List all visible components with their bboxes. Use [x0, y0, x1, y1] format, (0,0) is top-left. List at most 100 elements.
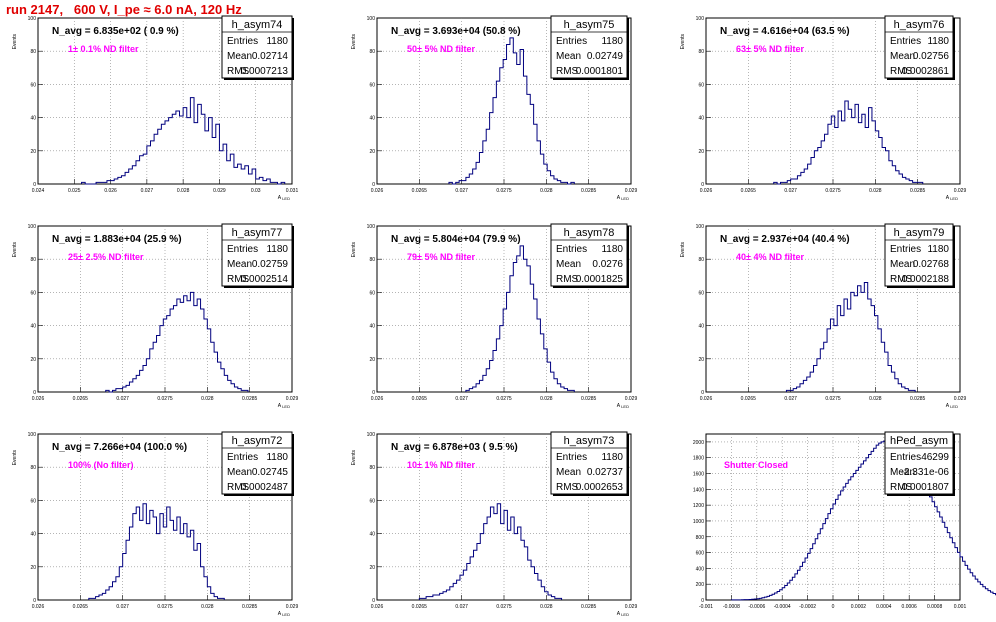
x-tick-label: 0.027: [116, 396, 129, 402]
y-tick-label: 0: [33, 390, 36, 396]
stats-value: 0.02745: [252, 467, 289, 478]
x-axis-label: A LED: [946, 195, 958, 201]
stats-value: 46299: [921, 452, 949, 463]
stats-label: Entries: [890, 36, 921, 47]
x-tick-label: 0.0275: [825, 396, 841, 402]
y-tick-label: 80: [30, 465, 36, 471]
stats-value: 0.0276: [592, 259, 623, 270]
stats-box: [221, 223, 293, 287]
x-tick-label: -0.0002: [799, 604, 816, 610]
stats-value: 0.02749: [587, 51, 624, 62]
histogram-panel-hPed_asym: 0 200 400 600 800 1000 1200 1400 1600 1800 2000 -0.…: [693, 431, 996, 610]
x-tick-label: 0.028: [201, 604, 214, 610]
x-tick-label: 0.03: [251, 188, 261, 194]
panel-headline: N_avg = 2.937e+04 (40.4 %): [720, 234, 850, 245]
stats-box: [884, 15, 954, 79]
stats-value: 1180: [601, 244, 623, 255]
x-tick-label: 0.0265: [412, 396, 428, 402]
stats-value: 1180: [927, 244, 949, 255]
stats-label: Entries: [890, 452, 921, 463]
x-tick-label: 0.0275: [157, 604, 173, 610]
stats-value: 0.0002514: [241, 274, 289, 285]
y-tick-label: 40: [369, 532, 375, 538]
x-axis-label: A LED: [278, 195, 290, 201]
histogram-line: [418, 503, 563, 600]
x-tick-label: 0.027: [141, 188, 154, 194]
x-tick-label: 0.026: [700, 396, 713, 402]
stats-label: Entries: [556, 36, 587, 47]
x-tick-label: -0.001: [699, 604, 713, 610]
plot-frame: [37, 17, 293, 185]
stats-title: hPed_asym: [890, 435, 948, 447]
y-tick-label: 0: [701, 182, 704, 188]
x-tick-label: 0.0285: [910, 396, 926, 402]
x-tick-label: 0.026: [32, 604, 45, 610]
stats-label: RMS: [556, 66, 579, 77]
histogram-line: [730, 440, 996, 601]
panel-headline: N_avg = 6.878e+03 ( 9.5 %): [391, 442, 518, 453]
y-tick-label: 60: [698, 82, 704, 88]
stats-value: 1180: [266, 244, 288, 255]
histogram-panel-h_asym76: 0 20 40 60 80 100 0.026 0.0265 0.027 0.0275 0.028 0…: [680, 15, 966, 201]
histogram-panel-h_asym72: 0 20 40 60 80 100 0.026 0.0265 0.027 0.0275 0.028 0…: [12, 431, 298, 617]
stats-title: h_asym74: [232, 19, 283, 31]
y-tick-label: 0: [701, 598, 704, 604]
y-tick-label: 60: [30, 290, 36, 296]
x-tick-label: 0.026: [371, 396, 384, 402]
y-tick-label: 400: [696, 566, 705, 572]
stats-label: Mean: [227, 259, 252, 270]
stats-label: RMS: [227, 482, 250, 493]
x-tick-label: 0.0285: [242, 396, 258, 402]
y-tick-label: 80: [369, 257, 375, 263]
x-tick-label: 0.001: [954, 604, 967, 610]
stats-value: 0.0002653: [576, 482, 624, 493]
x-tick-label: 0.0275: [157, 396, 173, 402]
stats-label: Mean: [890, 259, 915, 270]
y-tick-label: 1400: [693, 487, 704, 493]
y-tick-label: 80: [698, 49, 704, 55]
panel-headline: N_avg = 6.835e+02 ( 0.9 %): [52, 26, 179, 37]
y-tick-label: 0: [33, 598, 36, 604]
y-tick-label: 40: [698, 116, 704, 122]
y-axis-label: Events: [351, 34, 357, 50]
histogram-panel-h_asym74: 0 20 40 60 80 100 0.024 0.025 0.026 0.027 0.028 0.0…: [12, 15, 299, 201]
stats-value: 0.0001801: [576, 66, 624, 77]
y-tick-label: 20: [369, 149, 375, 155]
y-tick-label: 100: [367, 224, 376, 230]
histogram-line: [81, 97, 286, 185]
stats-value: 0.0007213: [241, 66, 289, 77]
y-tick-label: 80: [30, 257, 36, 263]
y-tick-label: 0: [372, 182, 375, 188]
y-axis-label: Events: [680, 242, 686, 258]
panel-annotation: Shutter Closed: [724, 460, 788, 470]
panel-annotation: 63± 5% ND filter: [736, 44, 804, 54]
stats-box: [221, 431, 293, 495]
stats-label: Mean: [890, 467, 915, 478]
x-tick-label: 0.031: [286, 188, 299, 194]
stats-label: RMS: [890, 482, 913, 493]
stats-label: Entries: [227, 452, 258, 463]
stats-title: h_asym77: [232, 227, 283, 239]
panel-headline: N_avg = 5.804e+04 (79.9 %): [391, 234, 521, 245]
stats-title: h_asym79: [894, 227, 945, 239]
stats-value: 0.02737: [587, 467, 624, 478]
y-tick-label: 200: [696, 582, 705, 588]
histogram-panel-h_asym75: 0 20 40 60 80 100 0.026 0.0265 0.027 0.0275 0.028 0…: [351, 15, 637, 201]
y-tick-label: 60: [369, 290, 375, 296]
y-tick-label: 40: [30, 532, 36, 538]
stats-value: 0.02759: [252, 259, 289, 270]
x-tick-label: 0.027: [455, 188, 468, 194]
y-tick-label: 20: [698, 357, 704, 363]
histogram-line: [448, 37, 575, 185]
x-tick-label: 0.0285: [581, 396, 597, 402]
y-tick-label: 1600: [693, 472, 704, 478]
x-tick-label: 0.027: [784, 396, 797, 402]
x-tick-label: 0.027: [455, 396, 468, 402]
stats-value: 0.02768: [913, 259, 950, 270]
stats-title: h_asym75: [564, 19, 615, 31]
stats-title: h_asym76: [894, 19, 945, 31]
x-tick-label: 0.029: [213, 188, 226, 194]
x-tick-label: 0.0004: [876, 604, 892, 610]
y-tick-label: 600: [696, 551, 705, 557]
x-tick-label: 0.0265: [73, 396, 89, 402]
